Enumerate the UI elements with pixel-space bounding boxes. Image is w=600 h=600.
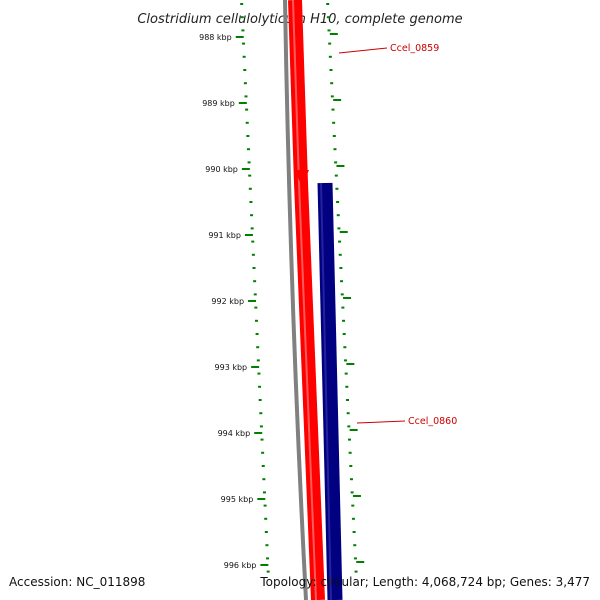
scale-ticks: 988 kbp 989 kbp 990 kbp 991 kbp 992 kbp 993 k… — [199, 3, 365, 573]
tick-label: 993 kbp — [215, 363, 248, 372]
accession-text: Accession: NC_011898 — [9, 575, 145, 589]
genome-summary-text: Topology: circular; Length: 4,068,724 bp… — [259, 575, 590, 589]
tick-label: 991 kbp — [208, 231, 241, 240]
tick-label: 996 kbp — [224, 561, 257, 570]
tick-label: 992 kbp — [211, 297, 244, 306]
gene-ccel-0859-leader — [338, 47, 388, 54]
gene-ccel-0859-highlight — [292, 0, 317, 600]
gene-ccel-0860-highlight — [320, 182, 332, 600]
tick-label: 994 kbp — [218, 429, 251, 438]
gene-ccel-0860-leader — [356, 420, 406, 424]
tick-label: 995 kbp — [221, 495, 254, 504]
gene-label-ccel-0859[interactable]: Ccel_0859 — [390, 43, 439, 54]
tick-label: 988 kbp — [199, 33, 232, 42]
gene-ccel-0859-arrowhead — [294, 170, 309, 186]
gene-ccel-0860-track[interactable] — [317, 182, 343, 600]
gene-ccel-0859-track[interactable] — [288, 0, 325, 600]
tick-label: 990 kbp — [205, 165, 238, 174]
backbone-track — [283, 0, 308, 600]
gene-label-ccel-0860[interactable]: Ccel_0860 — [408, 416, 457, 427]
tick-label: 989 kbp — [202, 99, 235, 108]
